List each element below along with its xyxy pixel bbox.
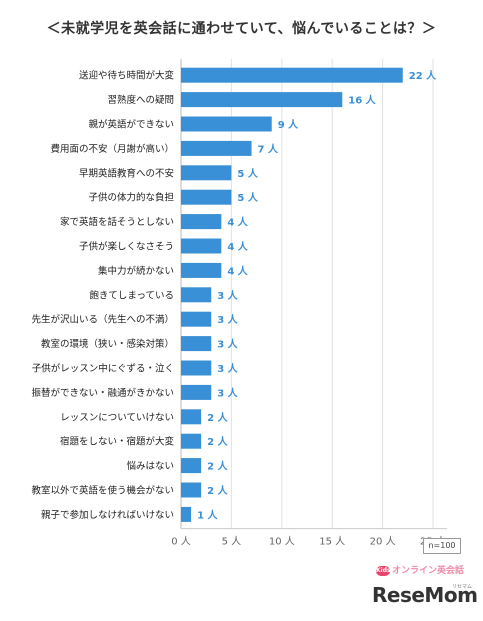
bar — [181, 140, 252, 156]
value-label: 3 人 — [217, 289, 238, 302]
value-label: 2 人 — [207, 411, 228, 424]
value-label: 2 人 — [207, 460, 228, 473]
category-label: 子供の体力的な負担 — [88, 192, 174, 204]
tick-label: 20 人 — [370, 536, 396, 548]
bar — [181, 360, 212, 376]
category-label: 家で英語を話そうとしない — [60, 216, 174, 228]
bar — [181, 409, 202, 425]
bar — [181, 384, 212, 400]
brand-caption-text: オンライン英会話 — [392, 566, 465, 576]
value-label: 2 人 — [207, 484, 228, 497]
resemom-logo: ReseMom — [372, 583, 478, 607]
category-label: 早期英語教育への不安 — [79, 167, 174, 179]
category-label: 子供がレッスン中にぐずる・泣く — [32, 363, 174, 375]
brand-logo-icon: Kids — [376, 565, 391, 576]
value-labels: 22 人16 人9 人7 人5 人5 人4 人4 人4 人3 人3 人3 人3 … — [197, 69, 437, 521]
resemom-tag: リセマム — [452, 584, 473, 590]
x-axis-ticks: 0 人5 人10 人15 人20 人25 人 — [171, 536, 446, 548]
value-label: 4 人 — [227, 216, 248, 229]
tick-label: 5 人 — [222, 536, 242, 548]
value-label: 4 人 — [227, 264, 248, 277]
value-label: 2 人 — [207, 435, 228, 448]
bar — [181, 433, 202, 449]
tick-label: 15 人 — [319, 536, 345, 548]
sample-size-note: n=100 — [423, 538, 461, 554]
bar — [181, 189, 232, 205]
value-label: 3 人 — [217, 313, 238, 326]
value-label: 5 人 — [237, 191, 258, 204]
category-label: 振替ができない・融通がきかない — [31, 387, 174, 399]
bar — [181, 67, 403, 83]
tick-label: 0 人 — [171, 536, 191, 548]
value-label: 1 人 — [197, 508, 218, 521]
category-label: 送迎や待ち時間が大変 — [79, 70, 175, 82]
bar — [181, 506, 192, 522]
bar — [181, 116, 272, 132]
category-label: 習熟度への疑問 — [107, 94, 174, 106]
bar — [181, 165, 232, 181]
value-label: 5 人 — [237, 167, 258, 180]
category-label: 親が英語ができない — [88, 119, 174, 131]
category-label: レッスンについていけない — [60, 412, 174, 423]
chart-title: ＜未就学児を英会話に通わせていて、悩んでいることは？＞ — [46, 21, 437, 37]
brand-caption: Kidsオンライン英会話 — [376, 563, 464, 576]
value-label: 4 人 — [227, 240, 248, 253]
bar — [181, 92, 343, 108]
bar — [181, 336, 212, 352]
bars — [181, 67, 403, 522]
tick-label: 10 人 — [269, 536, 295, 548]
value-label: 16 人 — [348, 94, 376, 107]
category-label: 費用面の不安（月謝が高い） — [50, 143, 174, 155]
bar — [181, 287, 212, 303]
value-label: 3 人 — [217, 362, 238, 375]
bar — [181, 214, 222, 230]
category-label: 教室以外で英語を使う機会がない — [31, 485, 174, 497]
bar — [181, 458, 202, 474]
bar — [181, 311, 212, 327]
value-label: 22 人 — [409, 69, 437, 82]
category-label: 教室の環境（狭い・感染対策） — [41, 338, 174, 350]
bar — [181, 482, 202, 498]
bar — [181, 238, 222, 254]
category-label: 先生が沢山いる（先生への不満） — [31, 314, 174, 326]
category-label: 集中力が続かない — [98, 265, 174, 277]
category-label: 飽きてしまっている — [89, 289, 174, 301]
category-label: 子供が楽しくなさそう — [79, 241, 174, 253]
value-label: 3 人 — [217, 386, 238, 399]
value-label: 3 人 — [217, 338, 238, 351]
value-label: 9 人 — [278, 118, 299, 131]
category-label: 悩みはない — [126, 460, 174, 472]
category-label: 親子で参加しなければいけない — [41, 509, 174, 521]
category-label: 宿題をしない・宿題が大変 — [60, 436, 175, 448]
bar — [181, 262, 222, 278]
value-label: 7 人 — [258, 142, 279, 155]
